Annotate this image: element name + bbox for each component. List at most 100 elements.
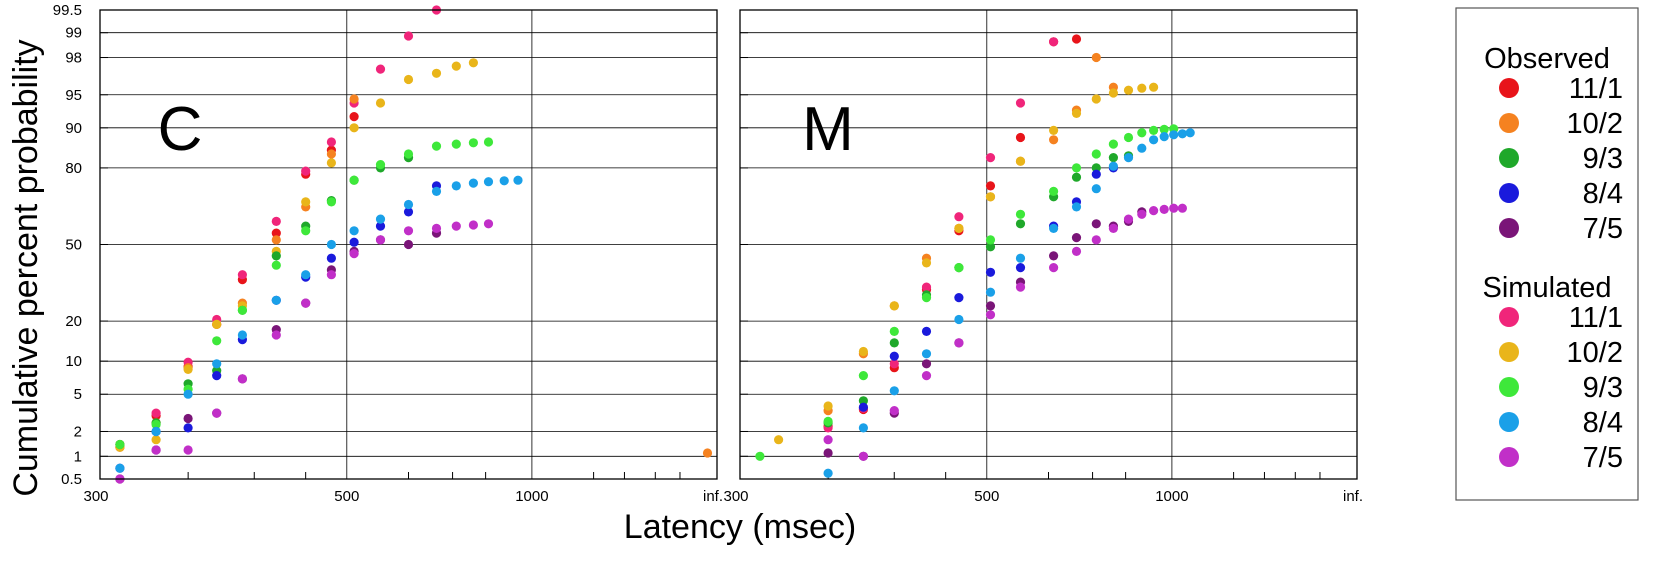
data-point [237,374,247,384]
data-point [889,338,899,348]
data-point [115,439,125,450]
legend-group-title: Simulated [1483,272,1612,304]
data-point [468,58,478,68]
data-point [483,219,494,229]
data-point [823,468,833,478]
data-point [954,338,964,348]
y-tick-label: 10 [65,353,82,370]
y-tick-label: 50 [65,237,82,254]
data-point [1049,135,1059,145]
data-point [237,330,247,340]
y-tick-label: 90 [65,120,82,137]
y-tick-label: 0.5 [61,471,82,488]
series-m-simulated-9-3 [755,124,1179,461]
data-point [349,249,359,259]
data-point [451,61,461,71]
data-point [301,166,311,176]
legend-label: 8/4 [1583,407,1623,439]
data-point [1015,263,1026,273]
data-point [271,228,281,238]
data-point [1159,124,1169,134]
data-point [1185,128,1195,138]
data-point [326,158,336,168]
data-point [921,371,932,381]
data-point [1108,223,1118,233]
data-point [985,192,996,202]
data-point [483,177,494,187]
data-point [349,237,359,247]
data-point [1137,128,1147,138]
data-point [858,371,869,381]
data-point [499,176,509,186]
x-tick-label: 300 [83,488,108,505]
data-point [1123,153,1134,163]
data-point [1015,209,1026,219]
data-point [985,267,996,277]
data-point [431,68,442,78]
data-point [1108,139,1118,149]
legend-label: 9/3 [1583,372,1623,404]
data-point [985,310,996,320]
data-point [451,221,461,231]
data-point [271,251,281,261]
x-tick-label: 1000 [515,488,548,505]
data-point [271,330,281,340]
data-point [237,270,247,280]
data-point [921,326,932,336]
x-tick-label: inf. [1343,488,1363,505]
data-point [183,445,193,455]
data-point [468,178,478,188]
data-point [183,413,193,424]
legend-label: 9/3 [1583,143,1623,175]
data-point [1149,82,1159,92]
data-point [1169,130,1179,140]
data-point [985,235,996,245]
data-point [1091,169,1101,179]
data-point [889,301,899,311]
legend-group-title: Observed [1484,43,1610,75]
data-point [823,416,833,426]
panel-c-y-ticks: 0.5 1 2 5 10 20 50 80 90 95 98 99 99.5 [53,2,82,488]
y-tick-label: 2 [74,423,82,440]
data-point [1137,209,1147,219]
legend-marker [1499,412,1519,432]
legend-label: 8/4 [1583,178,1623,210]
data-point [1123,85,1134,95]
data-point [823,448,833,458]
panel-m-points [702,34,1195,478]
data-point [349,123,359,133]
legend-marker [1499,78,1519,98]
data-point [1049,37,1059,47]
data-point [1015,156,1026,166]
legend-marker [1499,148,1519,168]
data-point [1049,125,1059,135]
data-point [375,221,386,231]
data-point [151,435,161,445]
panel-m-label: M [802,95,854,164]
data-point [1108,153,1118,163]
data-point [212,336,222,346]
data-point [151,408,161,418]
data-point [889,326,899,336]
data-point [858,451,869,461]
data-point [326,239,336,250]
data-point [1123,132,1134,143]
panel-c: 0.5 1 2 5 10 20 50 80 90 95 98 99 99.5 300 500 1000 inf… [53,2,723,505]
y-tick-label: 5 [74,386,82,403]
data-point [1071,233,1082,243]
data-point [1091,219,1101,229]
x-tick-label: inf. [703,488,723,505]
data-point [1015,253,1026,263]
legend-label: 10/2 [1567,337,1623,369]
y-axis-title: Cumulative percent probability [7,39,45,496]
panel-c-frame [99,9,718,480]
x-tick-label: 500 [974,488,999,505]
data-point [921,349,932,359]
series-c-simulated-7-5 [115,219,494,484]
data-point [921,258,932,268]
data-point [326,149,336,159]
data-point [1159,204,1169,214]
data-point [375,64,386,74]
data-point [326,137,336,147]
series-m-simulated-8-4 [823,128,1195,478]
